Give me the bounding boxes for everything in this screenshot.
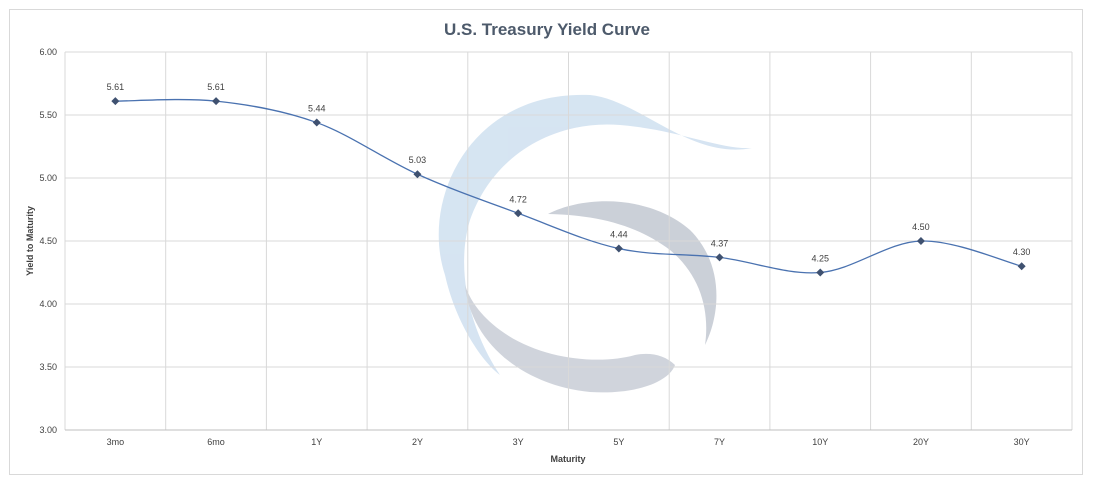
- data-label: 4.30: [1013, 247, 1031, 257]
- watermark-logo: [438, 94, 752, 393]
- grid-lines: [64, 51, 1073, 431]
- chart-title: U.S. Treasury Yield Curve: [444, 20, 650, 39]
- y-axis-ticks: 3.00 3.50 4.00 4.50 5.00 5.50 6.00: [39, 47, 57, 435]
- data-point-marker: [715, 253, 724, 262]
- x-tick-label: 5Y: [613, 437, 624, 447]
- y-tick-label: 5.50: [39, 110, 57, 120]
- y-axis-title: Yield to Maturity: [25, 206, 35, 276]
- y-tick-label: 6.00: [39, 47, 57, 57]
- data-label: 4.72: [509, 194, 527, 204]
- x-tick-label: 10Y: [812, 437, 828, 447]
- data-label: 5.03: [409, 155, 427, 165]
- x-tick-label: 1Y: [311, 437, 322, 447]
- data-markers: [111, 97, 1026, 277]
- data-labels: 5.61 5.61 5.44 5.03 4.72 4.44 4.37 4.25 4.50 4.30: [107, 82, 1031, 263]
- x-tick-label: 2Y: [412, 437, 423, 447]
- y-tick-label: 4.00: [39, 299, 57, 309]
- data-label: 4.37: [711, 238, 729, 248]
- data-label: 5.44: [308, 104, 326, 114]
- x-tick-label: 6mo: [207, 437, 225, 447]
- data-label: 4.25: [811, 254, 829, 264]
- x-tick-label: 7Y: [714, 437, 725, 447]
- data-point-marker: [413, 170, 422, 179]
- data-point-marker: [614, 244, 623, 253]
- y-tick-label: 3.50: [39, 362, 57, 372]
- data-point-marker: [514, 209, 523, 218]
- data-point-marker: [212, 97, 221, 106]
- chart-frame: [9, 9, 1083, 475]
- data-label: 4.44: [610, 230, 628, 240]
- x-tick-label: 3Y: [513, 437, 524, 447]
- data-point-marker: [1017, 262, 1026, 271]
- y-tick-label: 3.00: [39, 425, 57, 435]
- data-point-marker: [312, 118, 321, 127]
- data-label: 5.61: [107, 82, 125, 92]
- y-tick-label: 4.50: [39, 236, 57, 246]
- y-tick-label: 5.00: [39, 173, 57, 183]
- x-tick-label: 20Y: [913, 437, 929, 447]
- data-label: 4.50: [912, 222, 930, 232]
- x-axis-title: Maturity: [550, 454, 585, 464]
- data-point-marker: [916, 237, 925, 245]
- data-label: 5.61: [207, 82, 225, 92]
- x-axis-ticks: 3mo 6mo 1Y 2Y 3Y 5Y 7Y 10Y 20Y 30Y: [107, 437, 1030, 447]
- yield-series-line: [115, 98, 1022, 274]
- x-tick-label: 30Y: [1014, 437, 1030, 447]
- data-point-marker: [816, 268, 825, 277]
- x-tick-label: 3mo: [107, 437, 125, 447]
- data-point-marker: [111, 97, 120, 106]
